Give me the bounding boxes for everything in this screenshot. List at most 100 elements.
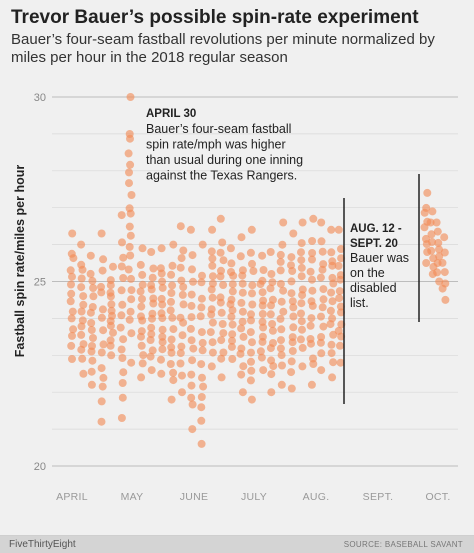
- data-point: [438, 258, 447, 267]
- data-point: [267, 370, 276, 379]
- annotation-heading: SEPT. 20: [350, 238, 398, 250]
- data-point: [127, 295, 136, 304]
- data-point: [77, 274, 86, 283]
- data-point: [67, 280, 75, 289]
- data-point: [289, 323, 298, 332]
- data-point: [127, 274, 135, 283]
- data-point: [157, 244, 166, 253]
- data-point: [157, 309, 166, 318]
- data-point: [319, 295, 328, 304]
- data-point: [138, 244, 147, 253]
- data-point: [432, 218, 441, 227]
- data-point: [248, 281, 257, 290]
- data-point: [117, 311, 126, 320]
- data-point: [68, 355, 76, 363]
- data-point: [334, 261, 343, 270]
- data-point: [238, 288, 247, 297]
- data-point: [258, 310, 267, 318]
- data-point: [186, 324, 195, 333]
- x-tick-label: APRIL: [56, 491, 88, 503]
- data-point: [297, 263, 306, 272]
- data-point: [178, 371, 186, 380]
- data-point: [68, 307, 77, 316]
- data-point: [188, 425, 197, 434]
- data-point: [268, 320, 277, 328]
- data-point: [237, 298, 246, 307]
- data-point: [207, 247, 216, 256]
- data-point: [308, 286, 317, 295]
- data-point: [238, 279, 247, 288]
- data-point: [124, 265, 133, 274]
- data-point: [319, 322, 328, 331]
- data-point: [327, 288, 336, 297]
- data-point: [187, 381, 196, 390]
- data-point: [216, 214, 225, 223]
- data-point: [297, 299, 306, 308]
- data-point: [217, 373, 226, 382]
- data-point: [297, 309, 305, 318]
- data-point: [88, 276, 97, 285]
- data-point: [336, 358, 345, 367]
- data-point: [328, 297, 337, 306]
- data-point: [227, 268, 235, 276]
- data-point: [117, 414, 126, 422]
- x-tick-label: JULY: [241, 491, 267, 503]
- data-point: [259, 266, 268, 274]
- data-point: [337, 245, 345, 253]
- data-point: [118, 300, 127, 309]
- data-point: [227, 312, 236, 321]
- data-point: [207, 362, 216, 371]
- data-point: [219, 256, 228, 265]
- data-point: [157, 355, 165, 364]
- data-point: [126, 93, 135, 101]
- data-point: [189, 344, 198, 353]
- annotation-text: on the: [350, 266, 385, 280]
- data-point: [89, 292, 98, 301]
- data-point: [169, 368, 178, 377]
- data-point: [117, 211, 126, 220]
- data-point: [277, 351, 286, 360]
- data-point: [217, 336, 226, 345]
- data-point: [109, 328, 117, 337]
- data-point: [247, 348, 255, 357]
- data-point: [423, 188, 432, 197]
- data-point: [119, 335, 128, 344]
- data-point: [176, 263, 185, 272]
- data-point: [328, 314, 337, 323]
- data-point: [167, 335, 176, 344]
- data-point: [188, 400, 197, 409]
- data-point: [106, 276, 115, 285]
- data-point: [138, 280, 147, 289]
- footer-bar: FiveThirtyEight SOURCE: BASEBALL SAVANT: [0, 535, 474, 553]
- data-point: [298, 325, 306, 334]
- data-point: [208, 348, 217, 357]
- data-point: [319, 260, 328, 269]
- data-point: [158, 345, 167, 354]
- data-point: [248, 300, 257, 309]
- data-point: [179, 300, 188, 309]
- data-point: [107, 306, 116, 315]
- data-point: [247, 310, 255, 319]
- data-point: [287, 253, 296, 262]
- data-point: [116, 323, 125, 332]
- data-point: [97, 364, 106, 373]
- data-point: [237, 370, 246, 379]
- data-point: [228, 280, 237, 289]
- data-point: [309, 354, 317, 363]
- data-point: [119, 368, 128, 377]
- annotation-text: list.: [350, 296, 369, 310]
- data-point: [276, 279, 285, 288]
- data-point: [306, 267, 315, 276]
- data-point: [328, 273, 337, 282]
- data-point: [77, 260, 86, 269]
- data-points: [66, 93, 450, 448]
- data-point: [117, 286, 126, 295]
- data-point: [440, 248, 449, 257]
- data-point: [239, 332, 248, 341]
- data-point: [77, 330, 86, 339]
- data-point: [277, 380, 286, 389]
- brand-label: FiveThirtyEight: [9, 539, 76, 550]
- data-point: [138, 270, 147, 279]
- data-point: [188, 265, 196, 274]
- data-point: [247, 366, 256, 375]
